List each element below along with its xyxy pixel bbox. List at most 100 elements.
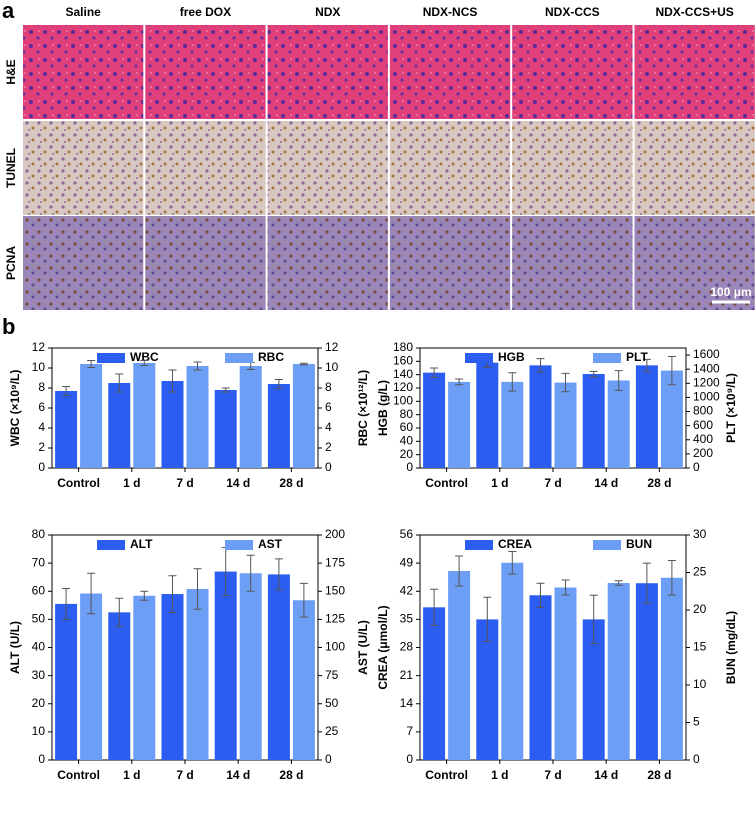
row-label: PCNA [4, 246, 18, 280]
micrograph [389, 216, 511, 310]
bar [55, 603, 78, 760]
legend-swatch [225, 540, 253, 550]
x-tick-label: 28 d [647, 768, 671, 782]
error-bar [62, 587, 71, 620]
error-bar [536, 358, 545, 373]
y2-tick-label: 1600 [693, 347, 720, 361]
micrograph [512, 25, 633, 119]
error-bar [667, 560, 676, 596]
legend-label: CREA [498, 537, 532, 551]
error-bar [193, 361, 202, 371]
y2-tick-label: 200 [325, 527, 345, 541]
error-bar [455, 555, 464, 587]
error-bar [642, 562, 651, 604]
y2-tick-label: 15 [693, 640, 707, 654]
error-bar [589, 370, 598, 378]
y-tick-label: 120 [393, 380, 413, 394]
legend-swatch [465, 540, 493, 550]
micrograph [389, 25, 511, 119]
bar [80, 364, 103, 468]
y2-tick-label: 175 [325, 555, 345, 569]
bar [660, 577, 683, 760]
y2-axis-label: AST (U/L) [356, 620, 370, 675]
legend-swatch [225, 353, 253, 363]
error-bar [430, 588, 439, 626]
y2-tick-label: 200 [693, 446, 713, 460]
legend-label: ALT [130, 537, 153, 551]
y2-tick-label: 10 [693, 677, 707, 691]
y-tick-label: 42 [400, 583, 414, 597]
y-tick-label: 160 [393, 354, 413, 368]
bar [108, 612, 131, 760]
micrograph [23, 121, 144, 215]
bar [635, 583, 658, 760]
bar [529, 365, 552, 468]
y2-tick-label: 150 [325, 583, 345, 597]
y-tick-label: 40 [32, 640, 46, 654]
y2-tick-label: 1200 [693, 375, 720, 389]
y-axis-label: CREA (μmol/L) [376, 605, 390, 689]
x-tick-label: Control [425, 476, 468, 490]
column-label: NDX-NCS [423, 5, 478, 19]
bar [501, 562, 524, 760]
bar [161, 381, 184, 468]
micrograph [512, 216, 633, 310]
legend-swatch [593, 353, 621, 363]
bar [161, 594, 184, 760]
micrograph [145, 216, 266, 310]
y2-tick-label: 1400 [693, 361, 720, 375]
bar [80, 593, 103, 760]
bar [423, 607, 446, 760]
y2-tick-label: 600 [693, 418, 713, 432]
bar [292, 364, 315, 468]
scale-bar-label: 100 μm [710, 285, 751, 299]
y2-tick-label: 10 [325, 360, 339, 374]
bar [267, 574, 290, 760]
legend-swatch [97, 353, 125, 363]
error-bar [483, 596, 492, 642]
legend-swatch [465, 353, 493, 363]
error-bar [508, 551, 517, 575]
y-tick-label: 20 [400, 447, 414, 461]
error-bar [62, 386, 71, 396]
row-label: TUNEL [4, 148, 18, 188]
y2-axis-label: RBC (×10¹²/L) [356, 370, 370, 446]
y-axis-label: ALT (U/L) [8, 621, 22, 674]
y2-tick-label: 50 [325, 696, 339, 710]
x-tick-label: 1 d [123, 476, 140, 490]
x-tick-label: Control [57, 768, 100, 782]
y-tick-label: 14 [400, 696, 414, 710]
bar [476, 362, 499, 468]
bar [239, 573, 262, 760]
y-tick-label: 7 [406, 724, 413, 738]
y-tick-label: 140 [393, 367, 413, 381]
y-tick-label: 40 [400, 434, 414, 448]
error-bar [614, 370, 623, 391]
y-tick-label: 60 [400, 420, 414, 434]
y2-tick-label: 25 [325, 724, 339, 738]
y-tick-label: 35 [400, 612, 414, 626]
legend-label: PLT [626, 350, 648, 364]
y2-tick-label: 0 [693, 752, 700, 766]
bar [448, 571, 471, 760]
error-bar [642, 358, 651, 372]
y-tick-label: 180 [393, 340, 413, 354]
error-bar [168, 369, 177, 393]
error-bar [87, 360, 96, 368]
error-bar [246, 554, 255, 592]
bar [476, 619, 499, 760]
y2-axis-label: BUN (mg/dL) [724, 611, 738, 684]
y-tick-label: 100 [393, 394, 413, 408]
bar [501, 381, 524, 468]
y-tick-label: 80 [32, 527, 46, 541]
y-tick-label: 49 [400, 555, 414, 569]
x-tick-label: 14 d [594, 476, 618, 490]
y-tick-label: 0 [406, 460, 413, 474]
error-bar [274, 379, 283, 389]
error-bar [221, 387, 230, 393]
y2-tick-label: 5 [693, 715, 700, 729]
bar [554, 587, 577, 760]
x-tick-label: 1 d [123, 768, 140, 782]
legend-swatch [97, 540, 125, 550]
